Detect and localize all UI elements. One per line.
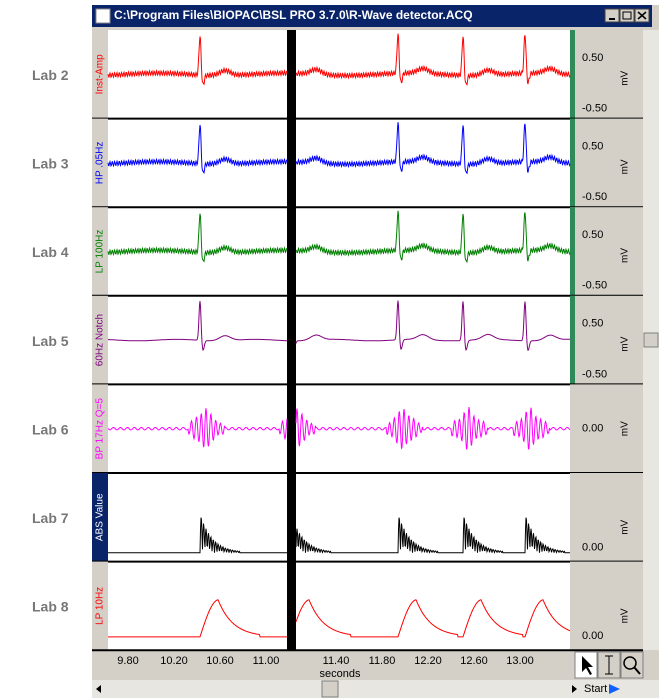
time-tick-label: 13.00 bbox=[506, 655, 534, 667]
v-scroll-thumb[interactable] bbox=[644, 333, 658, 347]
scale-label: 0.50 bbox=[582, 318, 603, 330]
channel-name: 60Hz Notch bbox=[95, 314, 106, 366]
app-icon bbox=[96, 9, 110, 23]
time-tick-label: 11.80 bbox=[369, 655, 396, 667]
scale-bar bbox=[570, 119, 575, 208]
time-tick-label: 12.60 bbox=[460, 655, 488, 667]
side-label: Lab 4 bbox=[32, 244, 69, 260]
scale-bar bbox=[570, 296, 575, 385]
window-buttons[interactable] bbox=[605, 9, 649, 22]
scale-label: 0.00 bbox=[582, 423, 603, 435]
side-label: Lab 2 bbox=[32, 67, 69, 83]
start-button[interactable]: Start bbox=[584, 683, 607, 695]
scale-label: -0.50 bbox=[582, 280, 607, 292]
unit-label: mV bbox=[620, 608, 631, 623]
axis-label: seconds bbox=[320, 668, 361, 680]
channel-name: Inst-Amp bbox=[95, 54, 106, 94]
window-title: C:\Program Files\BIOPAC\BSL PRO 3.7.0\R-… bbox=[114, 8, 473, 22]
scale-label: 0.50 bbox=[582, 141, 603, 153]
time-tick-label: 11.00 bbox=[253, 655, 280, 667]
scale-label: -0.50 bbox=[582, 368, 607, 380]
side-label: Lab 3 bbox=[32, 156, 69, 172]
h-scroll-thumb[interactable] bbox=[322, 681, 338, 697]
channel-name: ABS Value bbox=[95, 493, 106, 541]
time-tick-label: 12.20 bbox=[414, 655, 442, 667]
unit-label: mV bbox=[620, 248, 631, 263]
screen: C:\Program Files\BIOPAC\BSL PRO 3.7.0\R-… bbox=[0, 0, 659, 698]
unit-label: mV bbox=[620, 336, 631, 351]
scale-panel bbox=[570, 473, 643, 562]
channel-name: LP 100Hz bbox=[95, 230, 106, 274]
scale-label: 0.00 bbox=[582, 542, 603, 554]
time-tick-label: 9.80 bbox=[117, 655, 138, 667]
scale-bar bbox=[570, 30, 575, 119]
cursor-bar bbox=[287, 30, 296, 650]
maximize[interactable] bbox=[620, 9, 634, 22]
scale-label: -0.50 bbox=[582, 191, 607, 203]
side-label: Lab 7 bbox=[32, 510, 69, 526]
time-tick-label: 10.60 bbox=[206, 655, 234, 667]
unit-label: mV bbox=[620, 70, 631, 85]
unit-label: mV bbox=[620, 519, 631, 534]
side-label: Lab 5 bbox=[32, 333, 69, 349]
scale-label: 0.50 bbox=[582, 229, 603, 241]
scale-panel bbox=[570, 384, 643, 473]
scale-label: 0.00 bbox=[582, 630, 603, 642]
scale-label: -0.50 bbox=[582, 103, 607, 115]
minimize[interactable] bbox=[605, 9, 619, 22]
time-tick-label: 10.20 bbox=[160, 655, 188, 667]
unit-label: mV bbox=[620, 159, 631, 174]
channel-name: BP 17Hz Q=5 bbox=[95, 398, 106, 460]
plot-area bbox=[108, 30, 570, 650]
unit-label: mV bbox=[620, 421, 631, 436]
channel-name: HP .05Hz bbox=[95, 142, 106, 185]
scale-panel bbox=[570, 562, 643, 651]
side-label: Lab 8 bbox=[32, 599, 69, 615]
scale-bar bbox=[570, 207, 575, 296]
side-label: Lab 6 bbox=[32, 421, 69, 437]
channel-name: LP 10Hz bbox=[95, 587, 106, 625]
scale-label: 0.50 bbox=[582, 52, 603, 64]
time-tick-label: 11.40 bbox=[323, 655, 350, 667]
page: C:\Program Files\BIOPAC\BSL PRO 3.7.0\R-… bbox=[0, 0, 659, 698]
